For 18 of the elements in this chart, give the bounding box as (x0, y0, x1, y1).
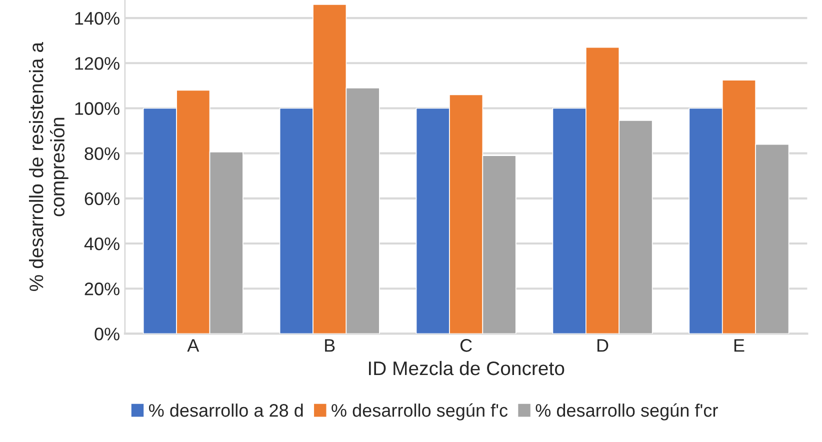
x-tick-label: E (734, 339, 744, 352)
x-tick-label: C (460, 339, 472, 352)
y-tick-label: 100% (75, 102, 120, 115)
x-tick-label: A (187, 339, 200, 352)
y-tick-label: 60% (84, 192, 120, 206)
legend-label: % desarrollo según f'c (332, 403, 508, 420)
legend-label: % desarrollo a 28 d (148, 404, 303, 417)
x-axis-title: ID Mezcla de Concreto (368, 360, 564, 376)
y-tick-label: 120% (75, 57, 120, 70)
y-tick-label: 40% (84, 237, 120, 250)
y-tick-label: 140% (75, 12, 120, 25)
y-tick-label: 80% (84, 147, 120, 160)
legend-label: % desarrollo según f'cr (536, 403, 718, 420)
y-tick-label: 20% (84, 282, 120, 296)
y-axis-title: % desarrollo de resistencia a compresión (29, 42, 68, 291)
y-tick-label: 0% (94, 328, 120, 340)
x-tick-label: D (597, 339, 608, 352)
x-tick-label: B (325, 339, 335, 352)
